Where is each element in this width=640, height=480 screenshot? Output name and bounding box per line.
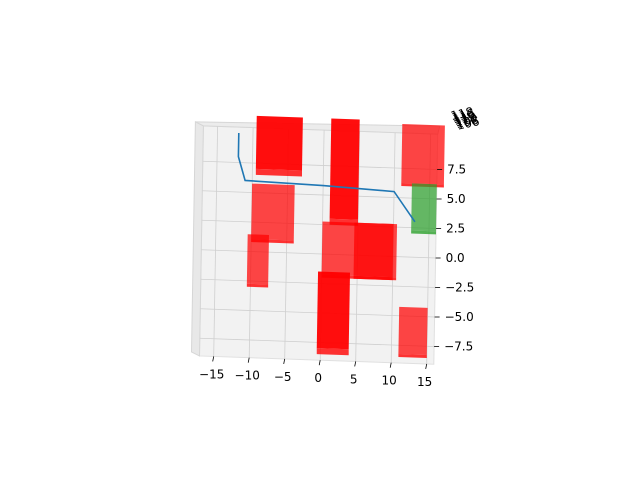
z-tick-label: 118: [449, 105, 474, 123]
goal-box-side: [411, 230, 436, 235]
x-tick-label: −15: [199, 367, 224, 381]
x-tick-mark: [354, 361, 357, 367]
y-tick-label: −2.5: [445, 281, 474, 295]
obstacle-top: [246, 234, 269, 285]
z-tick-label: 108: [454, 113, 479, 131]
x-tick-mark: [389, 362, 392, 368]
z-tick-label: 116: [450, 106, 475, 124]
obstacle-top: [353, 222, 394, 278]
x-tick-label: 0: [314, 371, 322, 385]
y-tick-label: 5.0: [447, 192, 466, 206]
z-tick-label: 112: [452, 109, 477, 127]
obstacle-side: [398, 354, 427, 359]
axes: −15 −10 −5 0 5 10 15 7.5 5.0 2.5 0.0 −2.5 −5.0 −7.5 11…: [199, 105, 481, 389]
obstacle-top: [398, 306, 428, 356]
obstacle-side: [316, 348, 349, 356]
x-tick-label: 10: [382, 374, 397, 388]
y-tick-label: −5.0: [445, 310, 474, 324]
x-tick-label: −5: [274, 370, 292, 384]
grid-line-y: [201, 249, 436, 259]
obstacles: [246, 115, 445, 359]
y-tick-label: 7.5: [447, 163, 466, 177]
obstacle-side: [353, 275, 393, 281]
obstacle-side: [255, 168, 302, 177]
z-tick-label: 114: [451, 108, 476, 126]
x-tick-mark: [283, 358, 286, 365]
z-tick-label: 106: [455, 114, 480, 132]
x-tick-label: 15: [417, 375, 432, 389]
x-tick-mark: [247, 357, 250, 363]
y-tick-label: 2.5: [446, 222, 465, 236]
z-tick-label: 110: [453, 111, 478, 129]
path: [237, 132, 416, 223]
obstacle-top: [255, 115, 303, 171]
obstacle-top: [251, 183, 295, 241]
y-tick-label: −7.5: [444, 340, 473, 354]
obstacle-top: [316, 271, 350, 350]
goal-box-top: [411, 183, 437, 232]
x-tick-mark: [425, 363, 428, 370]
x-tick-mark: [212, 356, 215, 362]
goal-region: [411, 183, 437, 235]
x-tick-mark: [318, 360, 321, 366]
y-tick-label: 0.0: [446, 251, 465, 265]
grid-line-y: [202, 160, 438, 170]
obstacle-top: [329, 118, 360, 220]
path-line: [237, 132, 416, 223]
x-tick-label: −10: [235, 369, 260, 383]
grid-line-y: [201, 219, 437, 229]
grid-line-x: [213, 126, 218, 357]
obstacle-side: [246, 283, 269, 288]
obstacle-top: [401, 123, 445, 185]
x-tick-label: 5: [350, 372, 358, 386]
